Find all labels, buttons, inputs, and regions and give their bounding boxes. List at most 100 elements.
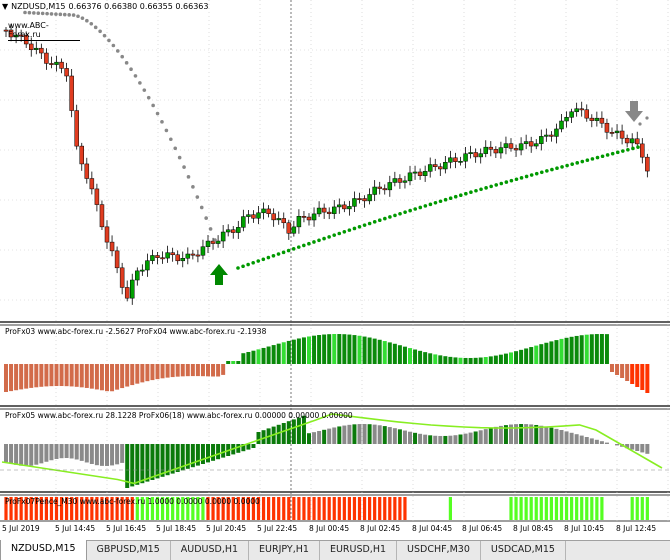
candle-body — [119, 267, 125, 288]
histogram-bar — [307, 433, 311, 444]
trend-dot-gray — [182, 165, 186, 169]
trend-dot-green — [236, 266, 240, 270]
candle-body — [170, 252, 175, 256]
trend-dot-gray — [58, 12, 63, 17]
histogram-bar — [165, 364, 170, 378]
trend-dot-green — [545, 169, 549, 173]
histogram-bar — [544, 342, 549, 364]
histogram-bar — [473, 431, 478, 444]
trend-dot-green — [403, 210, 407, 214]
tab-gbpusd-m15[interactable]: GBPUSD,M15 — [87, 541, 171, 560]
histogram-bar — [559, 430, 564, 444]
candle-body — [220, 231, 226, 242]
histogram-bar — [29, 444, 34, 466]
fence-bar — [509, 497, 513, 520]
candle-body — [165, 252, 170, 259]
trend-dot-green — [529, 173, 534, 177]
candle-body — [89, 178, 95, 190]
chart-canvas[interactable] — [0, 0, 670, 540]
trend-dot-green — [570, 162, 574, 166]
trend-dot-green — [433, 200, 438, 205]
trend-dot-gray — [54, 12, 58, 16]
trend-dot-green — [509, 178, 514, 183]
candle-body — [342, 204, 347, 210]
candle-body — [185, 253, 191, 259]
histogram-bar — [579, 435, 584, 444]
histogram-bar — [524, 348, 529, 364]
histogram-bar — [185, 444, 190, 469]
histogram-bar — [29, 364, 34, 388]
histogram-bar — [165, 444, 170, 476]
fence-bar — [105, 497, 109, 520]
trend-dot-green — [534, 171, 539, 176]
candle-body — [523, 141, 529, 144]
tab-audusd-h1[interactable]: AUDUSD,H1 — [171, 541, 250, 560]
histogram-bar — [160, 364, 165, 379]
trend-dot-gray — [71, 13, 76, 17]
fence-bar — [549, 497, 553, 520]
histogram-bar — [352, 335, 357, 364]
fence-bar — [201, 497, 205, 520]
candle-body — [594, 117, 600, 121]
candle-body — [488, 146, 494, 150]
candle-body — [614, 130, 620, 134]
histogram-bar — [195, 444, 200, 466]
histogram-bar — [24, 444, 29, 466]
candle-body — [448, 157, 453, 163]
histogram-bar — [483, 357, 488, 364]
histogram-bar — [423, 352, 428, 364]
tab-eurusd-h1[interactable]: EURUSD,H1 — [320, 541, 398, 560]
fence-bar — [166, 497, 170, 520]
fence-bar — [115, 497, 119, 520]
histogram-bar — [89, 364, 94, 389]
trend-dot-gray — [124, 61, 129, 65]
histogram-bar — [463, 433, 468, 444]
histogram-bar — [443, 356, 448, 364]
fence-bar — [267, 497, 271, 520]
histogram-bar — [206, 444, 210, 463]
fence-bar — [54, 497, 59, 520]
histogram-bar — [327, 334, 332, 364]
candle-body — [589, 117, 595, 121]
histogram-bar — [251, 350, 256, 364]
candle-body — [417, 171, 423, 176]
histogram-bar — [428, 435, 433, 444]
candle-body — [569, 111, 574, 118]
fence-bar — [145, 497, 149, 520]
candle-body — [554, 128, 559, 137]
time-axis-label: 8 Jul 04:45 — [412, 524, 453, 533]
indicator-pane2-label: ProFx05 www.abc-forex.ru 28.1228 ProFx06… — [5, 411, 353, 420]
fence-bar — [226, 497, 230, 520]
fence-bar — [287, 497, 291, 520]
histogram-bar — [514, 351, 519, 364]
tab-nzdusd-m15[interactable]: NZDUSD,M15 — [0, 540, 87, 560]
histogram-bar — [402, 430, 407, 444]
histogram-bar — [433, 435, 438, 444]
trend-dot-gray — [62, 12, 67, 17]
time-axis-label: 5 Jul 20:45 — [206, 524, 247, 533]
histogram-bar — [574, 434, 579, 444]
tab-usdcad-m15[interactable]: USDCAD,M15 — [481, 541, 566, 560]
fence-bar — [373, 497, 377, 520]
trend-dot-green — [458, 193, 463, 197]
tab-usdchf-m30[interactable]: USDCHF,M30 — [397, 541, 481, 560]
histogram-bar — [74, 364, 79, 387]
candle-body — [609, 132, 615, 134]
tab-eurjpy-h1[interactable]: EURJPY,H1 — [249, 541, 320, 560]
fence-bar — [312, 497, 316, 520]
candle-body — [574, 108, 579, 113]
sell-arrow-icon — [625, 101, 643, 122]
trend-dot-green — [337, 231, 342, 236]
fence-bar — [221, 497, 225, 520]
fence-bar — [383, 497, 387, 520]
fence-bar — [130, 497, 134, 520]
chart-area[interactable]: ▼ NZDUSD,M15 0.66376 0.66380 0.66355 0.6… — [0, 0, 670, 540]
histogram-bar — [190, 364, 195, 377]
candle-body — [407, 172, 413, 182]
dropdown-triangle-icon[interactable]: ▼ — [2, 2, 9, 11]
candle-body — [458, 160, 463, 163]
fence-bar — [590, 497, 594, 520]
trend-dot-green — [484, 186, 488, 190]
site-label: www.ABC-Forex.ru — [8, 21, 80, 41]
time-axis-label: 5 Jul 14:45 — [55, 524, 96, 533]
